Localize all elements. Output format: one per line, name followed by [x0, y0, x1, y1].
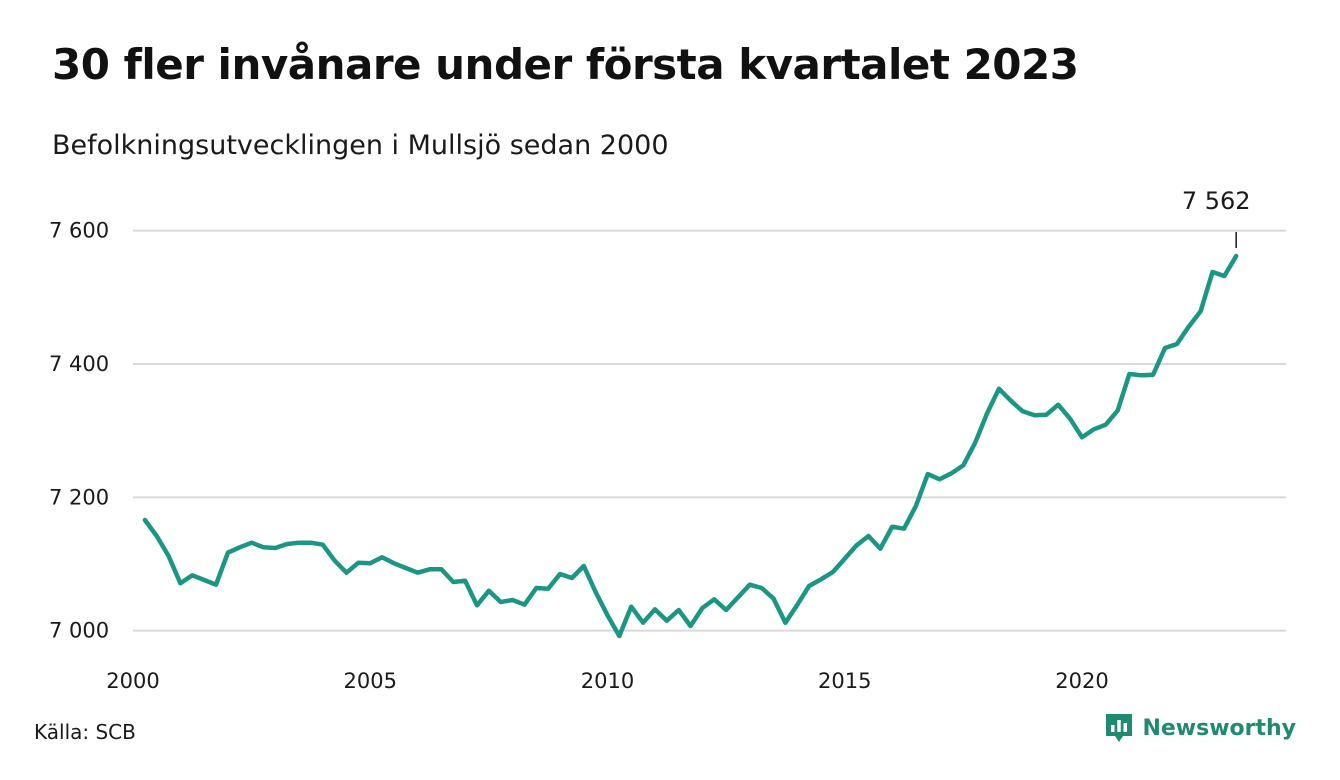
- annotation-label: 7 562: [1182, 187, 1251, 215]
- chart-subtitle: Befolkningsutvecklingen i Mullsjö sedan …: [52, 130, 669, 161]
- y-tick-label: 7 000: [49, 619, 109, 643]
- grid-layer: [133, 229, 1286, 632]
- x-tick-label: 2010: [581, 669, 634, 693]
- chart-title: 30 fler invånare under första kvartalet …: [52, 40, 1079, 89]
- y-tick-label: 7 400: [49, 352, 109, 376]
- brand-name: Newsworthy: [1142, 715, 1296, 741]
- brand[interactable]: Newsworthy: [1104, 712, 1296, 744]
- series-line: [142, 253, 1239, 639]
- series-layer: [142, 253, 1239, 639]
- annotation-layer: 7 562: [1182, 187, 1251, 248]
- y-tick-label: 7 200: [49, 485, 109, 509]
- line-chart: 7 000 7 200 7 400 7 600 2000 2005 2010 2015 202…: [49, 187, 1286, 693]
- x-axis: 2000 2005 2010 2015 2020: [106, 669, 1108, 693]
- source-note: Källa: SCB: [34, 720, 136, 744]
- x-tick-label: 2005: [344, 669, 397, 693]
- y-tick-label: 7 600: [49, 219, 109, 243]
- x-tick-label: 2015: [818, 669, 871, 693]
- newsworthy-logo-icon: [1106, 714, 1133, 742]
- x-tick-label: 2020: [1055, 669, 1108, 693]
- x-tick-label: 2000: [106, 669, 159, 693]
- y-axis: 7 000 7 200 7 400 7 600: [49, 219, 109, 643]
